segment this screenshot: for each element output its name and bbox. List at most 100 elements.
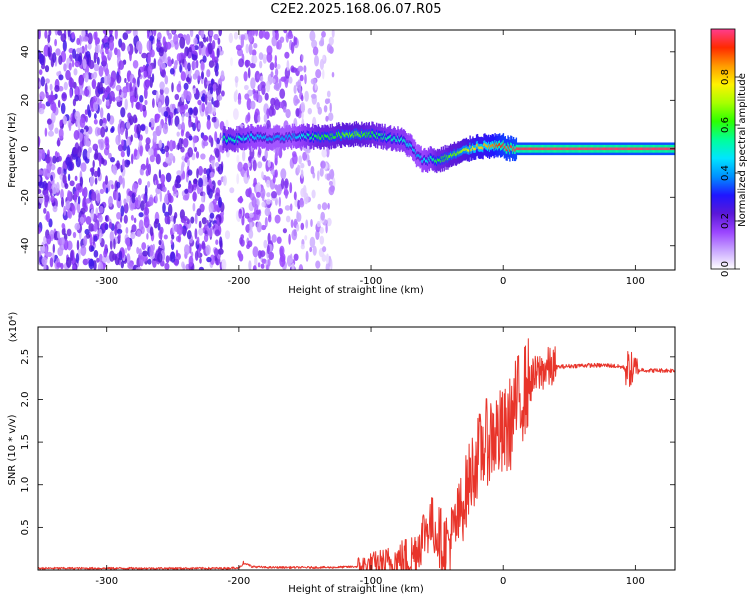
- noise-blob: [43, 189, 49, 199]
- trace-core: [639, 147, 642, 151]
- noise-blob: [133, 148, 138, 157]
- noise-blob: [61, 92, 67, 102]
- noise-blob: [168, 114, 171, 126]
- noise-blob: [235, 44, 242, 51]
- noise-blob: [274, 55, 277, 63]
- trace-core: [317, 133, 320, 137]
- trace-core: [635, 147, 637, 151]
- trace-core: [668, 147, 670, 151]
- trace-core: [583, 147, 585, 151]
- noise-blob: [52, 205, 58, 213]
- trace-core: [629, 147, 631, 151]
- noise-blob: [217, 83, 222, 95]
- noise-blob: [82, 36, 89, 42]
- noise-blob: [301, 54, 304, 61]
- noise-blob: [180, 129, 184, 137]
- noise-blob: [72, 264, 77, 270]
- trace-core: [267, 138, 270, 142]
- noise-blob: [168, 153, 174, 161]
- x-tick-label: -300: [95, 576, 118, 587]
- trace-core: [617, 147, 619, 151]
- noise-blob: [211, 50, 215, 61]
- trace-core: [326, 134, 329, 138]
- trace-core: [483, 143, 485, 147]
- noise-blob: [197, 122, 201, 130]
- noise-blob: [116, 228, 123, 235]
- noise-blob: [159, 226, 164, 235]
- trace-core: [508, 146, 510, 150]
- noise-blob: [255, 191, 261, 198]
- noise-blob: [309, 236, 316, 248]
- noise-blob: [96, 193, 101, 204]
- noise-blob: [326, 43, 333, 53]
- trace-core: [556, 147, 558, 151]
- trace-core: [575, 147, 578, 151]
- noise-blob: [158, 124, 163, 131]
- noise-blob: [207, 42, 213, 55]
- noise-blob: [156, 41, 162, 48]
- noise-blob: [304, 235, 308, 241]
- noise-blob: [70, 153, 73, 163]
- noise-blob: [127, 112, 132, 119]
- trace-core: [239, 137, 242, 140]
- trace-core: [590, 147, 593, 151]
- noise-blob: [144, 185, 148, 196]
- noise-blob: [46, 234, 52, 245]
- noise-blob: [66, 257, 72, 268]
- noise-blob: [94, 177, 98, 185]
- noise-blob: [304, 73, 307, 85]
- noise-blob: [58, 155, 62, 162]
- noise-blob: [163, 234, 168, 240]
- noise-blob: [158, 239, 162, 246]
- noise-blob: [202, 141, 209, 147]
- noise-blob: [240, 34, 246, 41]
- trace-core: [231, 139, 234, 142]
- noise-blob: [280, 178, 285, 190]
- trace-core: [222, 137, 224, 141]
- noise-blob: [213, 33, 219, 41]
- trace-core: [337, 134, 339, 138]
- trace-core: [558, 147, 560, 151]
- noise-blob: [276, 63, 281, 70]
- trace-core: [425, 159, 428, 163]
- noise-blob: [302, 151, 307, 161]
- trace-core: [638, 147, 641, 151]
- noise-blob: [105, 142, 110, 150]
- noise-blob: [164, 145, 170, 152]
- noise-blob: [188, 255, 194, 267]
- trace-core: [400, 138, 402, 141]
- trace-core: [524, 147, 526, 151]
- noise-blob: [192, 88, 197, 95]
- noise-blob: [291, 229, 298, 241]
- trace-core: [301, 134, 304, 138]
- noise-blob: [307, 159, 311, 167]
- noise-blob: [67, 190, 71, 202]
- noise-blob: [72, 231, 77, 239]
- noise-blob: [164, 211, 170, 217]
- noise-blob: [176, 131, 180, 137]
- trace-core: [372, 131, 374, 135]
- noise-blob: [249, 62, 256, 69]
- noise-blob: [120, 205, 125, 217]
- trace-core: [494, 142, 496, 146]
- noise-blob: [276, 236, 282, 244]
- noise-blob: [84, 228, 90, 235]
- trace-core: [321, 134, 323, 138]
- trace-core: [258, 136, 260, 140]
- noise-blob: [203, 167, 208, 175]
- noise-blob: [193, 106, 198, 116]
- trace-core: [486, 144, 488, 148]
- noise-blob: [271, 78, 276, 84]
- noise-blob: [46, 118, 52, 125]
- noise-blob: [266, 179, 271, 188]
- trace-core: [581, 147, 583, 151]
- noise-blob: [264, 31, 270, 40]
- noise-blob: [140, 163, 147, 171]
- trace-core: [325, 134, 327, 138]
- noise-blob: [57, 230, 61, 239]
- trace-core: [333, 136, 335, 139]
- trace-core: [306, 132, 309, 136]
- trace-core: [485, 144, 487, 147]
- noise-blob: [95, 207, 99, 216]
